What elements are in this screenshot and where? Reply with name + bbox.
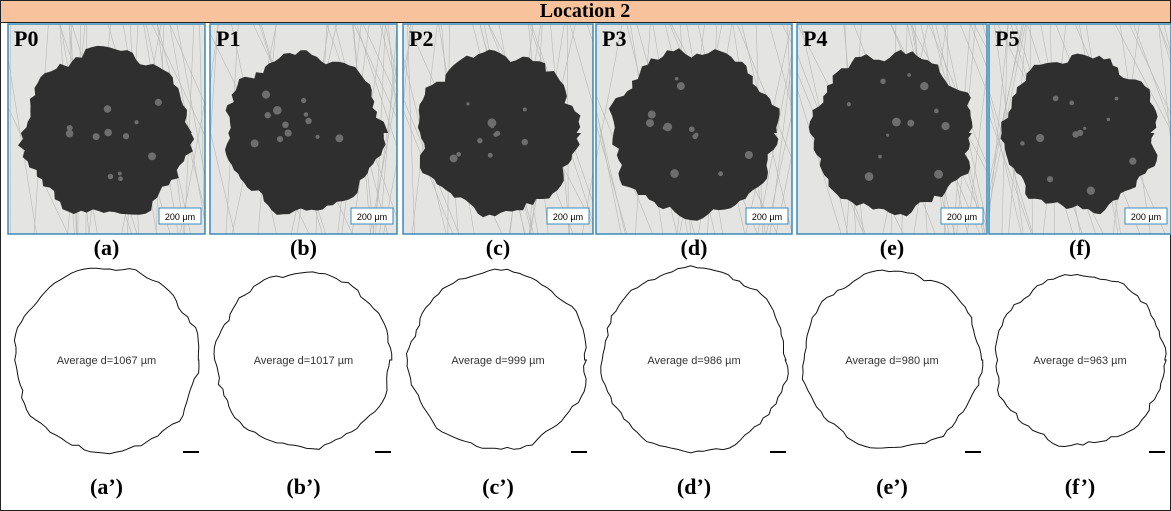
inclusion: [488, 153, 493, 158]
inclusion: [1087, 187, 1095, 195]
inclusion: [496, 131, 500, 135]
outline-caption: (b’): [286, 474, 320, 499]
caption: (d): [681, 235, 708, 260]
inclusion: [892, 118, 901, 127]
inclusion: [301, 98, 306, 103]
inclusion: [477, 138, 482, 143]
scale-label: 200 µm: [165, 212, 195, 222]
inclusion: [880, 79, 886, 85]
outline-text: Average d=999 µm: [451, 355, 544, 367]
inclusion: [670, 169, 679, 178]
inclusion: [134, 120, 138, 124]
inclusion: [273, 106, 282, 115]
outline-text: Average d=1067 µm: [57, 355, 156, 367]
inclusion: [523, 107, 527, 111]
inclusion: [1069, 101, 1074, 106]
inclusion: [1129, 158, 1136, 165]
caption: (e): [880, 235, 904, 260]
outline-text: Average d=963 µm: [1033, 355, 1126, 367]
inclusion: [745, 151, 753, 159]
outline-caption: (c’): [482, 474, 514, 499]
inclusion: [1083, 127, 1086, 130]
inclusion: [886, 134, 889, 137]
inclusion: [466, 102, 469, 105]
inclusion: [907, 120, 914, 127]
panel-label: P1: [216, 26, 240, 51]
inclusion: [646, 119, 654, 127]
panel-label: P2: [409, 26, 433, 51]
inclusion: [251, 139, 259, 147]
inclusion: [648, 111, 656, 119]
inclusion: [304, 112, 309, 117]
outline-caption: (a’): [90, 474, 123, 499]
caption: (f): [1069, 235, 1091, 260]
outline-caption: (e’): [876, 474, 908, 499]
inclusion: [847, 102, 851, 106]
inclusion: [148, 152, 156, 160]
inclusion: [934, 109, 939, 114]
inclusion: [118, 172, 122, 176]
inclusion: [277, 136, 283, 142]
inclusion: [692, 134, 697, 139]
inclusion: [93, 133, 100, 140]
inclusion: [675, 77, 679, 81]
inclusion: [123, 133, 129, 139]
inclusion: [450, 154, 458, 162]
panel-label: P3: [602, 26, 626, 51]
inclusion: [265, 112, 271, 118]
inclusion: [934, 170, 943, 179]
inclusion: [118, 176, 123, 181]
inclusion: [155, 99, 162, 106]
inclusion: [315, 135, 319, 139]
inclusion: [718, 171, 723, 176]
figure: Location 2 P0 200 µm (a) Average d=1067 µm (…: [0, 0, 1171, 511]
inclusion: [689, 126, 695, 132]
scale-label: 200 µm: [1131, 212, 1161, 222]
inclusion: [67, 125, 73, 131]
inclusion: [677, 82, 685, 90]
inclusion: [663, 126, 666, 129]
inclusion: [920, 82, 928, 90]
scale-label: 200 µm: [357, 212, 387, 222]
inclusion: [305, 118, 311, 124]
outline-text: Average d=980 µm: [845, 355, 938, 367]
scale-label: 200 µm: [553, 212, 583, 222]
outline-caption: (f’): [1065, 474, 1096, 499]
panel-label: P5: [995, 26, 1019, 51]
inclusion: [941, 122, 949, 130]
inclusion: [104, 105, 112, 113]
outline-text: Average d=1017 µm: [254, 355, 353, 367]
inclusion: [865, 172, 874, 181]
inclusion: [1047, 176, 1053, 182]
scale-label: 200 µm: [752, 212, 782, 222]
inclusion: [1077, 130, 1083, 136]
scale-label: 200 µm: [947, 212, 977, 222]
panel-label: P4: [803, 26, 827, 51]
outline-text: Average d=986 µm: [647, 355, 740, 367]
panel-label: P0: [14, 26, 38, 51]
inclusion: [1036, 134, 1044, 142]
inclusion: [108, 174, 114, 180]
inclusion: [487, 118, 496, 127]
caption: (a): [94, 235, 120, 260]
inclusion: [282, 121, 289, 128]
outline-caption: (d’): [677, 474, 711, 499]
inclusion: [335, 134, 343, 142]
inclusion: [1107, 118, 1110, 121]
header-title: Location 2: [540, 0, 631, 22]
inclusion: [456, 152, 461, 157]
inclusion: [878, 155, 882, 159]
inclusion: [907, 73, 911, 77]
inclusion: [1115, 97, 1119, 101]
inclusion: [104, 129, 112, 137]
inclusion: [285, 129, 292, 136]
caption: (c): [486, 235, 510, 260]
inclusion: [262, 91, 270, 99]
inclusion: [1020, 141, 1024, 145]
caption: (b): [290, 235, 317, 260]
inclusion: [1053, 96, 1059, 102]
inclusion: [522, 139, 528, 145]
